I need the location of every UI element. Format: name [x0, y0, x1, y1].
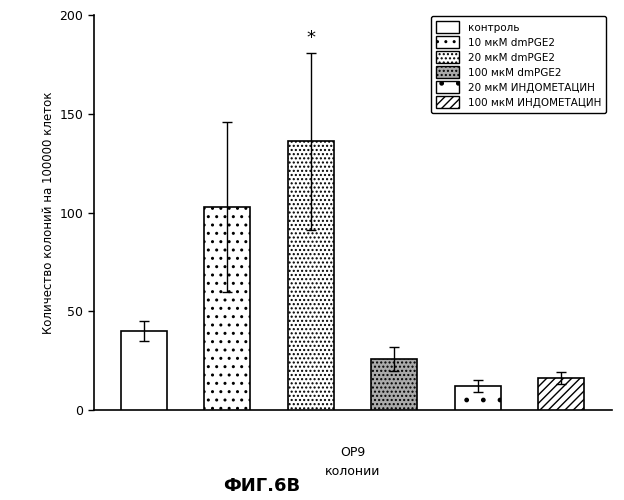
- Text: ФИГ.6В: ФИГ.6В: [223, 477, 301, 495]
- Text: колонии: колонии: [325, 466, 380, 478]
- Text: ОР9: ОР9: [340, 446, 365, 458]
- Bar: [455, 386, 501, 410]
- Text: *: *: [306, 28, 315, 46]
- Bar: [371, 358, 417, 410]
- Y-axis label: Количество колоний на 100000 клеток: Количество колоний на 100000 клеток: [42, 91, 55, 334]
- Legend: контроль, 10 мкМ dmPGE2, 20 мкМ dmPGE2, 100 мкМ dmPGE2, 20 мкМ ИНДОМЕТАЦИН, 100 : контроль, 10 мкМ dmPGE2, 20 мкМ dmPGE2, …: [431, 16, 607, 113]
- Bar: [288, 142, 334, 410]
- Bar: [539, 378, 584, 410]
- Bar: [204, 206, 250, 410]
- Bar: [121, 331, 167, 410]
